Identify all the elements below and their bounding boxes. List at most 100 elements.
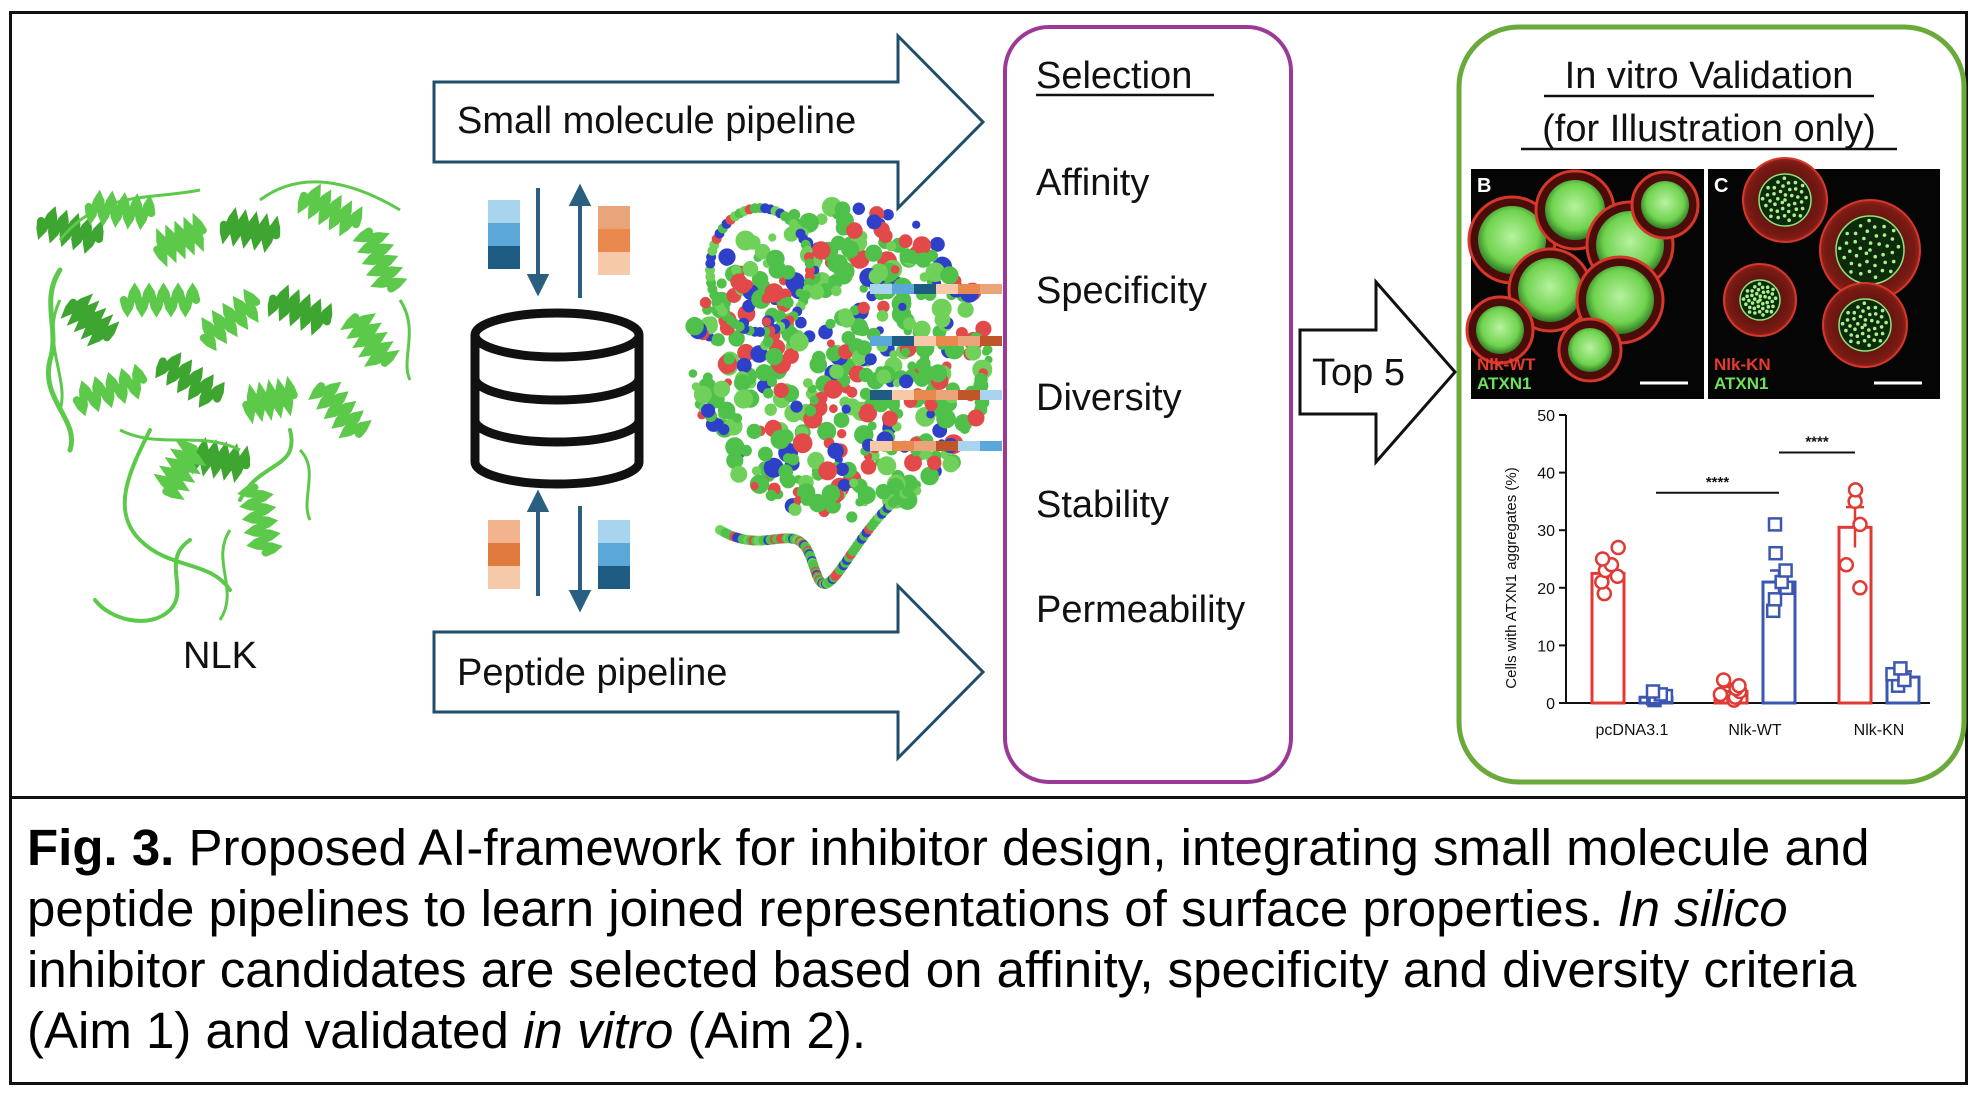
- chart-x-tick-label: Nlk-KN: [1854, 722, 1905, 739]
- peptide-bars: [870, 284, 1002, 451]
- caption-part3: inhibitor candidates are selected based …: [27, 941, 1857, 1059]
- surface-bead: [731, 265, 741, 276]
- surface-bead: [746, 423, 762, 439]
- nuclear-foci: [1885, 244, 1889, 248]
- nuclear-foci: [1786, 181, 1791, 185]
- surface-bead: [827, 442, 844, 460]
- nuclear-foci: [1890, 250, 1895, 255]
- nuclear-foci: [1853, 231, 1858, 236]
- nuclear-foci: [1800, 183, 1805, 188]
- chart-point: [1594, 551, 1611, 567]
- nuclear-foci: [1872, 326, 1877, 331]
- peptide-bar-segment: [892, 390, 914, 400]
- surface-bead: [974, 372, 988, 387]
- peptide-bar-segment: [936, 441, 958, 451]
- nuclear-foci: [1758, 294, 1763, 299]
- surface-bead: [873, 396, 889, 413]
- nuclear-foci: [1853, 239, 1857, 244]
- cell-aggregate: [1476, 306, 1524, 354]
- nuclear-foci: [1849, 339, 1853, 344]
- nuclear-foci: [1757, 282, 1762, 286]
- micrograph-b-green-label: ATXN1: [1477, 374, 1531, 393]
- nuclear-foci: [1754, 291, 1759, 296]
- surface-bead: [901, 347, 911, 357]
- surface-bead: [927, 455, 942, 471]
- nuclear-foci: [1889, 269, 1893, 274]
- chart-point: [1838, 557, 1855, 573]
- nuclear-foci: [1756, 287, 1761, 292]
- surface-bead: [826, 339, 835, 348]
- surface-bead: [764, 283, 784, 303]
- nuclear-foci: [1859, 271, 1863, 276]
- small-molecule-label: Small molecule pipeline: [457, 100, 856, 142]
- surface-bead: [812, 241, 831, 260]
- peptide-bar-segment: [870, 390, 892, 400]
- nuclear-foci: [1780, 200, 1785, 205]
- surface-bead: [685, 317, 704, 336]
- surface-bead: [942, 455, 960, 473]
- surface-bead: [711, 333, 725, 347]
- surface-bead: [751, 271, 769, 288]
- chart-point: [1897, 672, 1912, 688]
- chart-y-tick-label: 0: [1546, 696, 1555, 713]
- surface-bead: [768, 233, 777, 242]
- nuclear-foci: [1765, 309, 1769, 314]
- chart-point: [1778, 563, 1793, 578]
- surface-bead: [724, 408, 736, 420]
- peptide-bar-segment: [914, 441, 936, 451]
- nuclear-foci: [1772, 192, 1776, 196]
- nuclear-foci: [1881, 252, 1885, 257]
- chart-bar: [1837, 525, 1873, 705]
- nuclear-foci: [1770, 292, 1775, 296]
- nuclear-foci: [1873, 254, 1877, 259]
- validation-title-line2: (for Illustration only): [1542, 108, 1876, 150]
- peptide-bar-segment: [958, 284, 980, 294]
- nuclear-foci: [1863, 323, 1867, 327]
- surface-bead: [699, 296, 712, 309]
- nuclear-foci: [1760, 285, 1765, 290]
- surface-bead: [902, 486, 913, 497]
- nuclear-foci: [1750, 293, 1754, 298]
- protein-helix: [340, 313, 400, 367]
- nuclear-foci: [1853, 327, 1857, 332]
- nuclear-foci: [1867, 269, 1872, 274]
- nuclear-foci: [1766, 290, 1770, 294]
- surface-bead: [881, 410, 898, 427]
- nuclear-foci: [1773, 202, 1777, 206]
- nuclear-foci: [1849, 261, 1854, 266]
- nuclear-foci: [1776, 215, 1780, 220]
- surface-bead: [890, 265, 900, 274]
- surface-bead: [892, 378, 902, 388]
- blue-block-stack-bottom: [598, 520, 630, 589]
- chart-y-tick-label: 40: [1537, 466, 1555, 483]
- nuclear-foci: [1865, 229, 1870, 233]
- surface-bead: [693, 385, 712, 404]
- nuclear-foci: [1874, 234, 1879, 238]
- nuclear-foci: [1780, 206, 1785, 211]
- nuclear-foci: [1846, 310, 1850, 315]
- surface-bead: [781, 265, 796, 280]
- nuclear-foci: [1744, 302, 1748, 307]
- nuclear-foci: [1856, 340, 1860, 345]
- protein-loop: [398, 299, 412, 381]
- nuclear-foci: [1747, 310, 1752, 314]
- surface-bead: [914, 371, 930, 387]
- nuclear-foci: [1796, 195, 1800, 199]
- chart-y-tick-label: 20: [1537, 581, 1555, 598]
- cell-aggregate: [1586, 266, 1654, 334]
- chart-point: [1765, 603, 1781, 619]
- nuclear-foci: [1768, 199, 1772, 203]
- protein-helix: [189, 437, 251, 483]
- micrograph-c: C Nlk-KN ATXN1: [1708, 157, 1940, 399]
- surface-bead: [733, 374, 751, 392]
- nuclear-foci: [1745, 289, 1750, 293]
- chart-point: [1715, 672, 1732, 688]
- nuclear-foci: [1804, 195, 1808, 200]
- surface-bead: [841, 331, 856, 345]
- nuclear-foci: [1799, 200, 1804, 204]
- nuclear-foci: [1783, 198, 1787, 202]
- surface-bead: [701, 403, 716, 418]
- surface-bead: [795, 316, 807, 329]
- surface-bead: [751, 466, 762, 476]
- chart-point: [1712, 686, 1729, 703]
